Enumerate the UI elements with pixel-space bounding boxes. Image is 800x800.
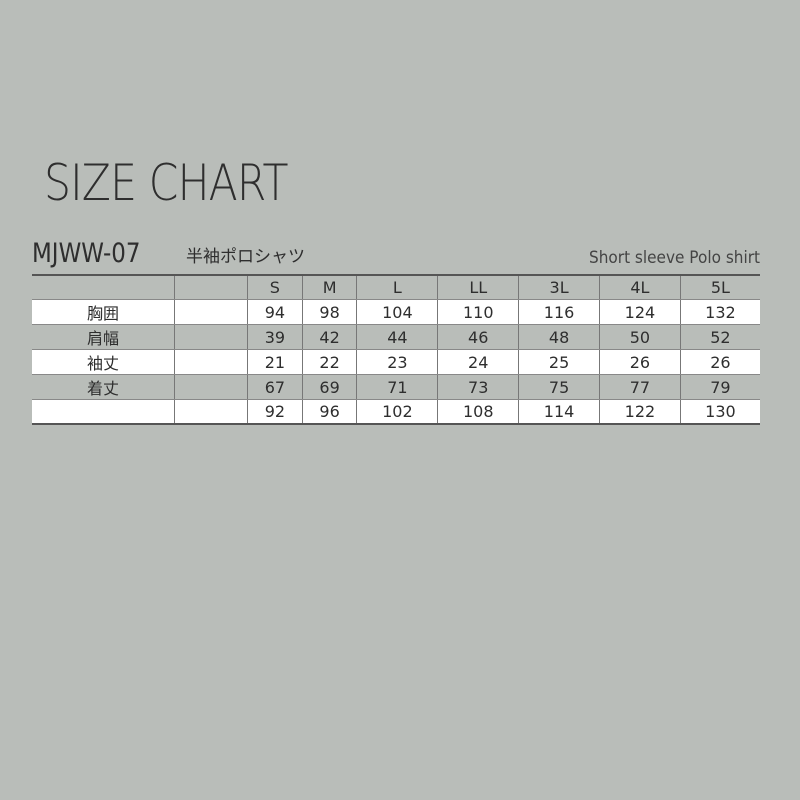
- row-label: 袖丈: [32, 349, 175, 375]
- page-title: SIZE CHART: [44, 154, 288, 212]
- header-row: S M L LL 3L 4L 5L: [32, 275, 760, 300]
- header-cell: LL: [437, 275, 519, 300]
- table-row: 着丈 67 69 71 73 75 77 79: [32, 374, 760, 400]
- header-cell: 5L: [679, 275, 760, 300]
- header-cell: S: [247, 275, 303, 300]
- header-cell: 3L: [518, 275, 600, 300]
- value-cell: 22: [301, 349, 357, 375]
- value-cell: 39: [247, 324, 303, 350]
- table-row: 胸囲 94 98 104 110 116 124 132: [32, 299, 760, 325]
- model-number: MJWW-07: [32, 238, 141, 269]
- value-cell: 130: [679, 399, 760, 425]
- value-cell: 77: [599, 374, 681, 400]
- row-sublabel: [174, 374, 248, 400]
- value-cell: 102: [356, 399, 438, 425]
- product-name-en: Short sleeve Polo shirt: [588, 248, 760, 268]
- value-cell: 73: [437, 374, 519, 400]
- value-cell: 79: [679, 374, 760, 400]
- table-row: 92 96 102 108 114 122 130: [32, 399, 760, 425]
- value-cell: 21: [247, 349, 303, 375]
- row-sublabel: [174, 324, 248, 350]
- row-label: 肩幅: [32, 324, 175, 350]
- row-label: 胸囲: [32, 299, 175, 325]
- value-cell: 69: [301, 374, 357, 400]
- value-cell: 104: [356, 299, 438, 325]
- value-cell: 98: [301, 299, 357, 325]
- value-cell: 46: [437, 324, 519, 350]
- value-cell: 24: [437, 349, 519, 375]
- value-cell: 26: [599, 349, 681, 375]
- value-cell: 42: [301, 324, 357, 350]
- value-cell: 52: [679, 324, 760, 350]
- value-cell: 50: [599, 324, 681, 350]
- value-cell: 23: [356, 349, 438, 375]
- table-row: 袖丈 21 22 23 24 25 26 26: [32, 349, 760, 375]
- row-sublabel: [174, 299, 248, 325]
- value-cell: 114: [518, 399, 600, 425]
- value-cell: 26: [679, 349, 760, 375]
- value-cell: 92: [247, 399, 303, 425]
- value-cell: 75: [518, 374, 600, 400]
- value-cell: 96: [301, 399, 357, 425]
- row-label: [32, 399, 175, 425]
- value-cell: 71: [356, 374, 438, 400]
- value-cell: 122: [599, 399, 681, 425]
- table-row: 肩幅 39 42 44 46 48 50 52: [32, 324, 760, 350]
- size-table: S M L LL 3L 4L 5L 胸囲 94 98 104 110 116 124 132 肩幅 39 42 44…: [32, 274, 760, 425]
- value-cell: 116: [518, 299, 600, 325]
- header-cell: L: [356, 275, 438, 300]
- value-cell: 25: [518, 349, 600, 375]
- header-cell: [174, 275, 248, 300]
- row-sublabel: [174, 399, 248, 425]
- value-cell: 108: [437, 399, 519, 425]
- product-name-jp: 半袖ポロシャツ: [186, 247, 305, 267]
- value-cell: 48: [518, 324, 600, 350]
- value-cell: 132: [679, 299, 760, 325]
- row-sublabel: [174, 349, 248, 375]
- value-cell: 110: [437, 299, 519, 325]
- row-label: 着丈: [32, 374, 175, 400]
- value-cell: 44: [356, 324, 438, 350]
- header-cell: M: [301, 275, 357, 300]
- value-cell: 124: [599, 299, 681, 325]
- header-cell: [32, 275, 175, 300]
- value-cell: 67: [247, 374, 303, 400]
- header-cell: 4L: [599, 275, 681, 300]
- value-cell: 94: [247, 299, 303, 325]
